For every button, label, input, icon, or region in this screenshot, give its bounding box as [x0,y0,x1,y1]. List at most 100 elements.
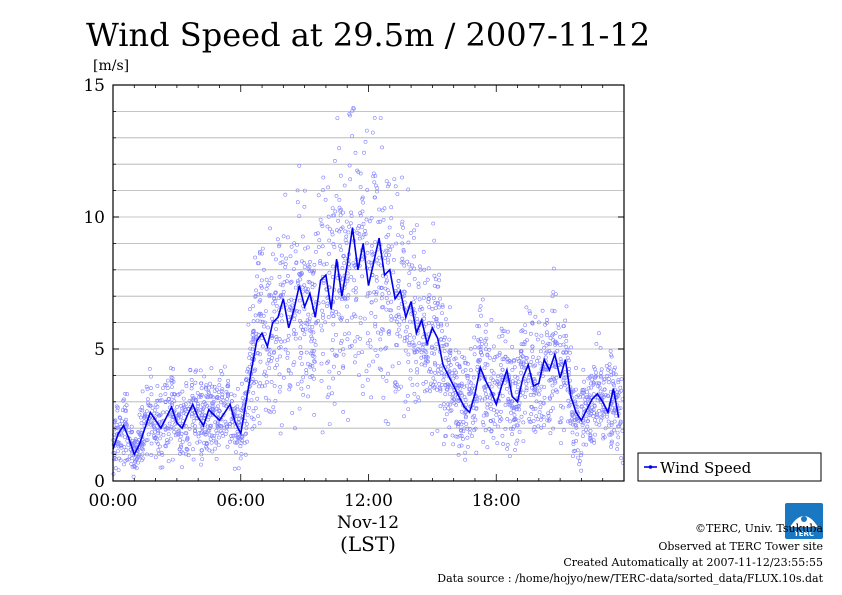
scatter-point [127,454,132,459]
scatter-point [247,355,252,360]
scatter-point [348,177,353,182]
scatter-point [384,179,389,184]
scatter-point [415,382,420,387]
scatter-point [437,272,442,277]
scatter-point [353,286,358,291]
scatter-point [588,435,593,440]
scatter-point [373,348,378,353]
scatter-point [339,248,344,252]
legend-label: Wind Speed [660,459,752,477]
scatter-point [615,430,620,435]
scatter-point [298,272,303,277]
scatter-point [525,356,529,360]
scatter-point [185,447,190,452]
scatter-point [384,235,389,239]
scatter-point [561,342,566,347]
scatter-point [407,271,412,276]
scatter-point [448,348,453,353]
scatter-point [411,235,416,240]
scatter-point [239,440,244,445]
scatter-point [526,378,531,383]
scatter-point [340,276,345,281]
scatter-point [319,361,324,366]
scatter-point [304,368,309,372]
scatter-point [405,259,410,264]
scatter-point [558,334,562,339]
scatter-point [491,435,496,440]
scatter-point [546,411,551,416]
scatter-point [457,444,462,449]
scatter-point [396,386,401,391]
scatter-point [395,343,400,348]
scatter-point [619,388,624,393]
scatter-point [589,385,594,390]
scatter-point [480,341,484,346]
scatter-point [232,433,237,438]
scatter-point [534,391,539,396]
scatter-point [422,389,427,394]
scatter-point [386,330,391,335]
scatter-point [239,433,244,438]
scatter-point [165,378,170,383]
scatter-point [556,322,561,327]
scatter-point [374,278,379,283]
scatter-point [489,406,493,411]
scatter-point [539,384,544,389]
scatter-point [396,233,401,238]
scatter-point [129,461,134,466]
scatter-point [130,429,135,434]
scatter-point [312,359,317,364]
scatter-point [533,379,538,383]
scatter-point [342,332,347,337]
scatter-point [505,329,510,334]
scatter-point [272,409,276,414]
scatter-point [550,389,555,394]
scatter-point [419,350,424,355]
chart-title: Wind Speed at 29.5m / 2007-11-12 [86,16,650,54]
scatter-point [505,359,510,364]
scatter-point [163,443,168,448]
scatter-point [463,450,468,455]
scatter-point [400,219,405,224]
scatter-point [459,409,464,414]
scatter-point [157,436,162,441]
scatter-point [592,404,597,409]
scatter-point [400,316,405,321]
scatter-point [200,426,205,431]
scatter-point [277,274,282,279]
scatter-point [251,319,256,324]
scatter-point [238,456,243,461]
x-tick-label: 12:00 [344,491,393,511]
scatter-point [379,296,384,301]
scatter-point [262,383,267,388]
scatter-point [189,377,194,382]
scatter-point [445,384,450,389]
scatter-point [498,363,503,367]
scatter-point [321,300,326,305]
scatter-point [310,285,315,290]
scatter-point [565,356,570,360]
scatter-point [144,384,149,389]
scatter-point [267,294,272,299]
scatter-point [474,450,479,455]
scatter-point [198,368,203,373]
scatter-point [321,175,326,180]
scatter-point [389,299,394,304]
scatter-point [265,283,270,288]
scatter-point [477,308,482,313]
scatter-point [407,343,412,347]
scatter-point [424,379,429,384]
scatter-point [167,421,172,426]
scatter-point [401,225,405,230]
scatter-point [290,303,295,308]
scatter-point [244,426,249,431]
scatter-point [579,405,584,409]
scatter-point [220,387,225,392]
scatter-point [392,316,397,321]
scatter-point [463,406,468,410]
scatter-point [280,260,285,265]
scatter-point [416,281,421,286]
scatter-point [422,281,427,285]
scatter-point [367,260,372,265]
scatter-point [223,432,228,437]
